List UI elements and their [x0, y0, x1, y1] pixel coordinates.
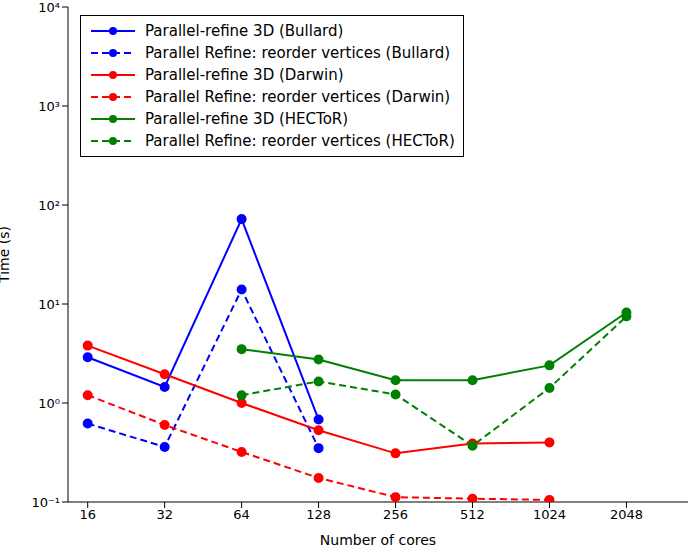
svg-text:Number of cores: Number of cores: [320, 532, 436, 547]
html-text:Parallel Refine: reorder verti: Parallel Refine: reorder vertices (Bulla…: [145, 44, 451, 62]
svg-text:10²: 10²: [38, 198, 60, 213]
svg-text:256: 256: [383, 507, 408, 522]
html-text:Parallel Refine: reorder verti: Parallel Refine: reorder vertices (Darwi…: [145, 88, 451, 106]
svg-text:64: 64: [233, 507, 250, 522]
svg-text:128: 128: [306, 507, 331, 522]
svg-text:32: 32: [156, 507, 173, 522]
svg-text:1024: 1024: [533, 507, 566, 522]
html-text:Parallel-refine 3D (Bullard): Parallel-refine 3D (Bullard): [145, 22, 344, 40]
html-text:Parallel Refine: reorder verti: Parallel Refine: reorder vertices (HECTo…: [145, 132, 455, 150]
svg-text:2048: 2048: [610, 507, 643, 522]
svg-text:512: 512: [460, 507, 485, 522]
svg-text:10¹: 10¹: [38, 297, 60, 312]
svg-text:10⁻¹: 10⁻¹: [31, 495, 60, 510]
html-text:Parallel-refine 3D (Darwin): Parallel-refine 3D (Darwin): [145, 66, 344, 84]
svg-text:16: 16: [79, 507, 96, 522]
svg-text:10⁴: 10⁴: [38, 0, 60, 15]
svg-text:10³: 10³: [38, 99, 60, 114]
svg-text:10⁰: 10⁰: [38, 396, 60, 411]
html-text:Parallel-refine 3D (HECToR): Parallel-refine 3D (HECToR): [145, 110, 349, 128]
svg-text:Time (s): Time (s): [8, 226, 12, 284]
